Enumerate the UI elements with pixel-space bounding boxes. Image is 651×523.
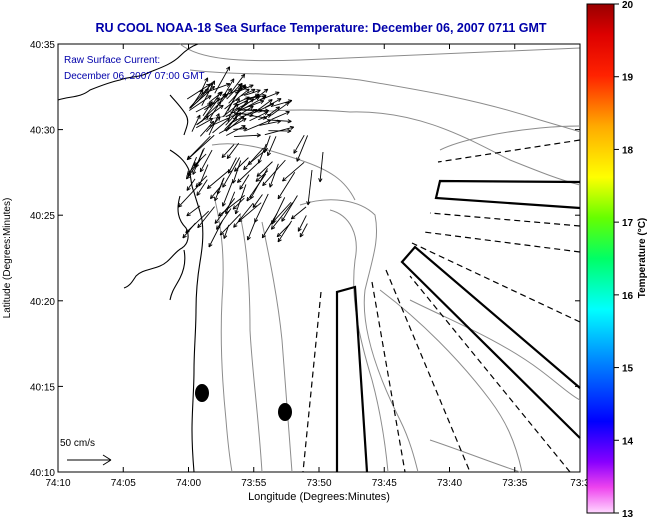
- x-tick-label: 73:50: [306, 478, 331, 489]
- colorbar-tick-label: 19: [622, 73, 634, 84]
- x-tick-label: 74:00: [176, 478, 201, 489]
- x-tick-label: 73:45: [372, 478, 397, 489]
- colorbar-label: Temperature (°C): [637, 218, 648, 299]
- y-tick-label: 40:10: [30, 468, 55, 479]
- y-axis-label: Latitude (Degrees:Minutes): [2, 198, 13, 319]
- current-label-line1: Raw Surface Current:: [64, 55, 160, 66]
- x-tick-label: 73:55: [241, 478, 266, 489]
- y-tick-label: 40:30: [30, 126, 55, 137]
- station-marker: [195, 384, 209, 402]
- station-marker: [278, 403, 292, 421]
- y-tick-label: 40:25: [30, 211, 55, 222]
- colorbar-tick-label: 18: [622, 145, 634, 156]
- colorbar-tick-label: 20: [622, 0, 634, 11]
- y-tick-label: 40:20: [30, 297, 55, 308]
- x-tick-label: 73:40: [437, 478, 462, 489]
- current-vector: [256, 90, 260, 91]
- y-tick-label: 40:35: [30, 40, 55, 51]
- x-tick-label: 74:10: [45, 478, 70, 489]
- colorbar-tick-label: 15: [622, 364, 634, 375]
- colorbar-tick-label: 14: [622, 436, 634, 447]
- scale-label: 50 cm/s: [60, 438, 95, 449]
- x-tick-label: 73:35: [502, 478, 527, 489]
- colorbar-tick-label: 16: [622, 291, 634, 302]
- temperature-colorbar: [587, 4, 614, 513]
- current-vector: [207, 96, 211, 97]
- colorbar-tick-label: 17: [622, 218, 634, 229]
- colorbar-ticks: 20 19 18 17 16 15 14 13: [614, 0, 634, 518]
- x-tick-label: 74:05: [111, 478, 136, 489]
- y-tick-label: 40:15: [30, 382, 55, 393]
- colorbar-tick-label: 13: [622, 509, 634, 518]
- current-label-line2: December 06, 2007 07:00 GMT: [64, 71, 205, 82]
- x-axis-label: Longitude (Degrees:Minutes): [248, 491, 390, 503]
- map-title: RU COOL NOAA-18 Sea Surface Temperature:…: [95, 21, 546, 35]
